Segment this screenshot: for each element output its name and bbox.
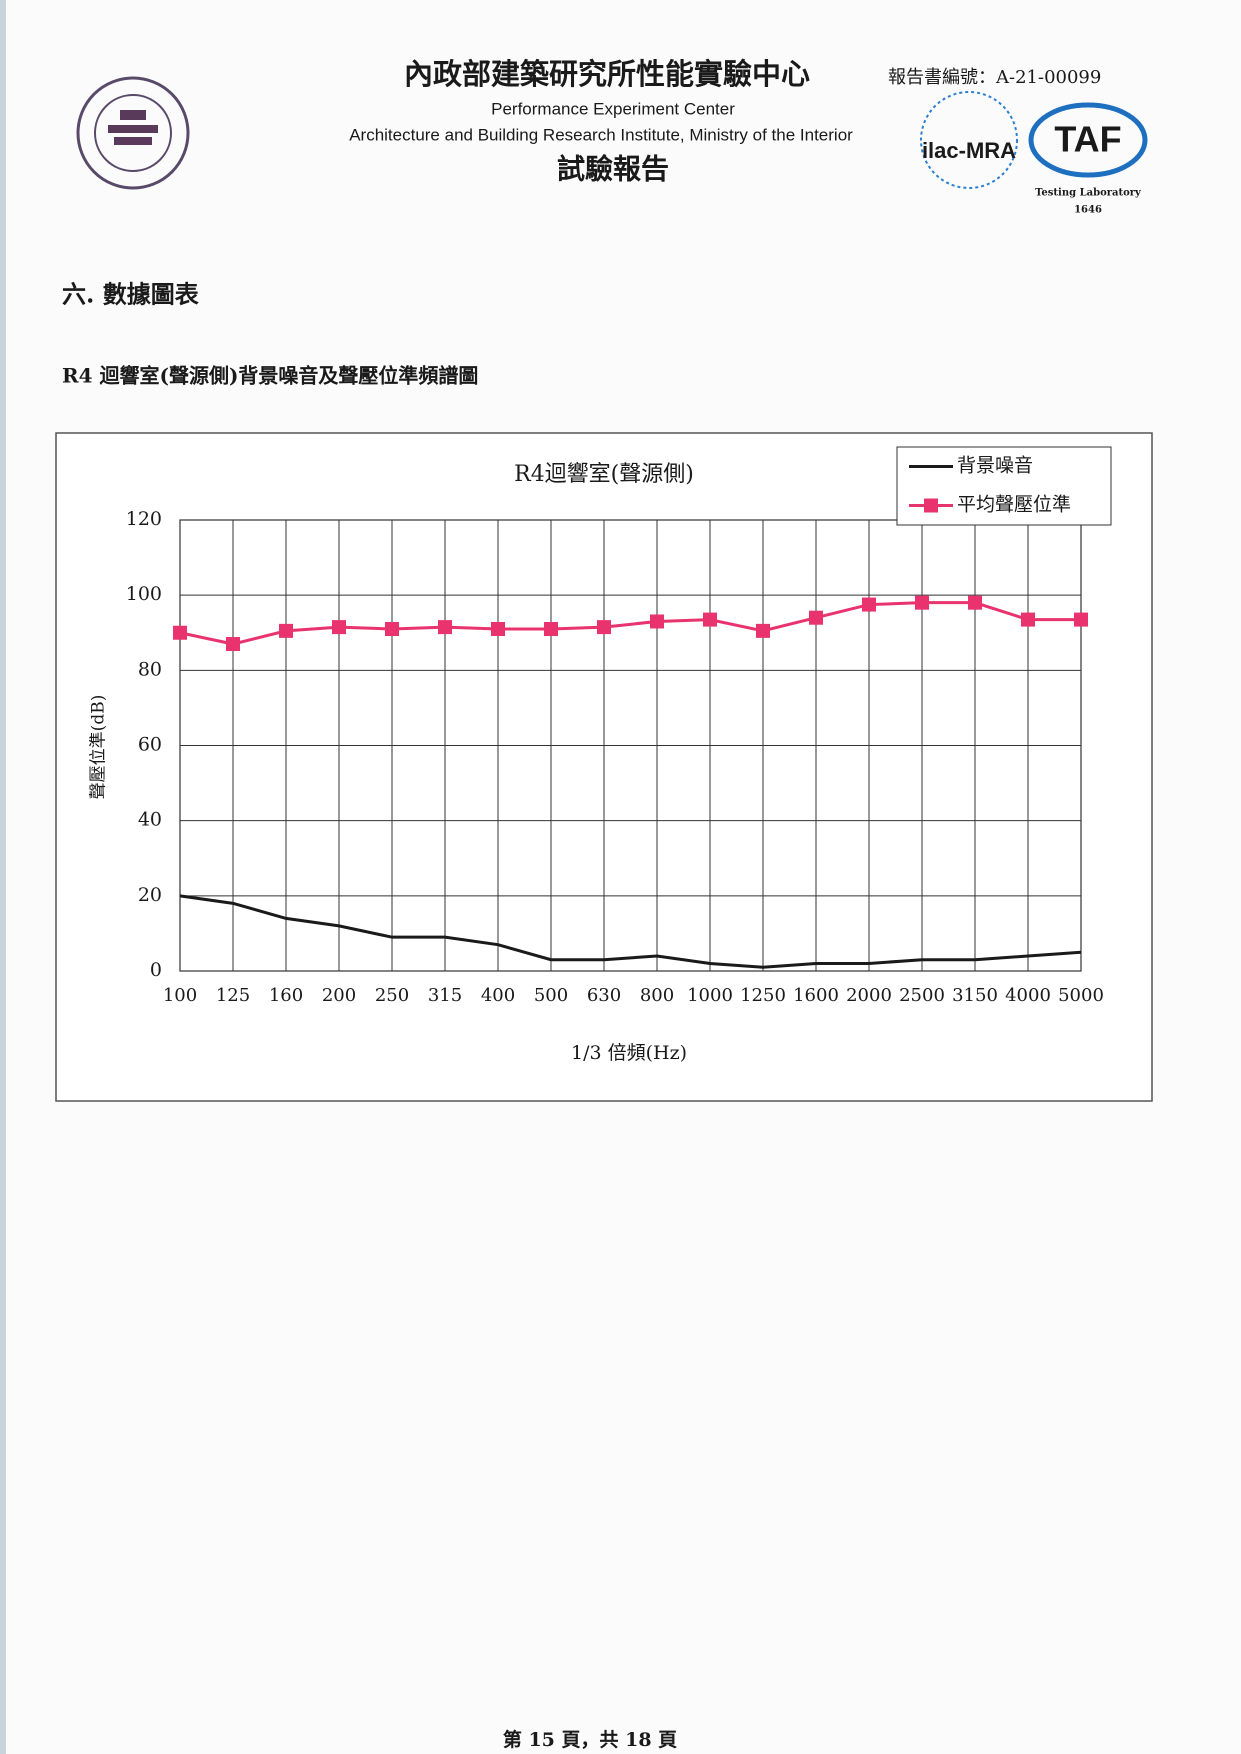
- y-tick-label: 20: [138, 884, 162, 906]
- data-point: [491, 621, 505, 636]
- header-en-1: Performance Experiment Center: [491, 99, 735, 118]
- data-point: [597, 620, 611, 635]
- data-point: [173, 625, 187, 640]
- x-axis-label: 1/3 倍頻(Hz): [571, 1042, 687, 1064]
- data-point: [650, 614, 664, 629]
- data-point: [862, 597, 876, 612]
- x-tick-label: 1000: [687, 985, 733, 1006]
- plot-border: [179, 519, 1082, 972]
- y-tick-label: 0: [150, 959, 162, 981]
- legend-marker: [924, 498, 938, 513]
- x-tick-label: 4000: [1005, 985, 1051, 1006]
- x-tick-label: 400: [481, 985, 515, 1006]
- institute-logo: [76, 76, 190, 190]
- x-tick-label: 1600: [793, 985, 839, 1006]
- x-tick-label: 2500: [899, 985, 945, 1006]
- x-tick-label: 125: [216, 985, 250, 1006]
- data-point: [226, 637, 240, 652]
- y-tick-label: 80: [138, 658, 162, 680]
- section-title: 六. 數據圖表: [62, 280, 200, 309]
- data-point: [1021, 612, 1035, 627]
- taf-text: TAF: [1054, 119, 1121, 160]
- x-tick-label: 2000: [846, 985, 892, 1006]
- y-tick-label: 40: [138, 809, 162, 831]
- x-tick-label: 250: [375, 985, 409, 1006]
- legend-label: 背景噪音: [957, 455, 1033, 477]
- x-tick-label: 200: [322, 985, 356, 1006]
- figure-title: R4 迴響室(聲源側)背景噪音及聲壓位準頻譜圖: [62, 364, 478, 388]
- data-point: [385, 621, 399, 636]
- page-footer: 第 15 頁，共 18 頁: [503, 1728, 677, 1751]
- data-point: [544, 621, 558, 636]
- data-point: [279, 623, 293, 638]
- data-point: [968, 595, 982, 610]
- legend-label: 平均聲壓位準: [957, 494, 1071, 516]
- lab-label: Testing Laboratory: [1035, 188, 1142, 199]
- x-tick-label: 100: [163, 985, 197, 1006]
- series-line: [179, 601, 1081, 646]
- data-point: [756, 623, 770, 638]
- x-tick-label: 630: [587, 985, 621, 1006]
- chart-title: R4迴響室(聲源側): [514, 462, 694, 487]
- plot: 0 20 40 60 80 100 120 100 125 160 200 250 315 400 500 6…: [126, 446, 1112, 1006]
- series-line: [179, 894, 1082, 969]
- header-title: 內政部建築研究所性能實驗中心: [404, 57, 810, 91]
- ilac-text: ilac-MRA: [922, 138, 1016, 163]
- data-point: [1074, 612, 1088, 627]
- taf-logo: TAF Testing Laboratory 1646: [1028, 102, 1148, 216]
- x-tick-label: 3150: [952, 985, 998, 1006]
- y-axis-label: 聲壓位準(dB): [89, 695, 109, 800]
- y-tick-label: 100: [126, 583, 162, 605]
- data-point: [703, 612, 717, 627]
- scan-edge: [0, 0, 6, 1754]
- x-tick-label: 160: [269, 985, 303, 1006]
- x-tick-label: 800: [640, 985, 674, 1006]
- report-number: 報告書編號：A-21-00099: [888, 67, 1101, 88]
- x-tick-label: 500: [534, 985, 568, 1006]
- x-tick-label: 315: [428, 985, 462, 1006]
- ilac-logo: ilac-MRA: [920, 91, 1018, 189]
- data-point: [438, 620, 452, 635]
- x-tick-label: 5000: [1058, 985, 1104, 1006]
- x-tick-label: 1250: [740, 985, 786, 1006]
- report-type: 試驗報告: [557, 153, 669, 186]
- data-point: [332, 620, 346, 635]
- lab-number: 1646: [1074, 205, 1102, 216]
- data-point: [809, 610, 823, 625]
- header-en-2: Architecture and Building Research Insti…: [349, 125, 853, 144]
- y-tick-label: 120: [126, 508, 162, 530]
- y-tick-label: 60: [138, 734, 162, 756]
- data-point: [915, 595, 929, 610]
